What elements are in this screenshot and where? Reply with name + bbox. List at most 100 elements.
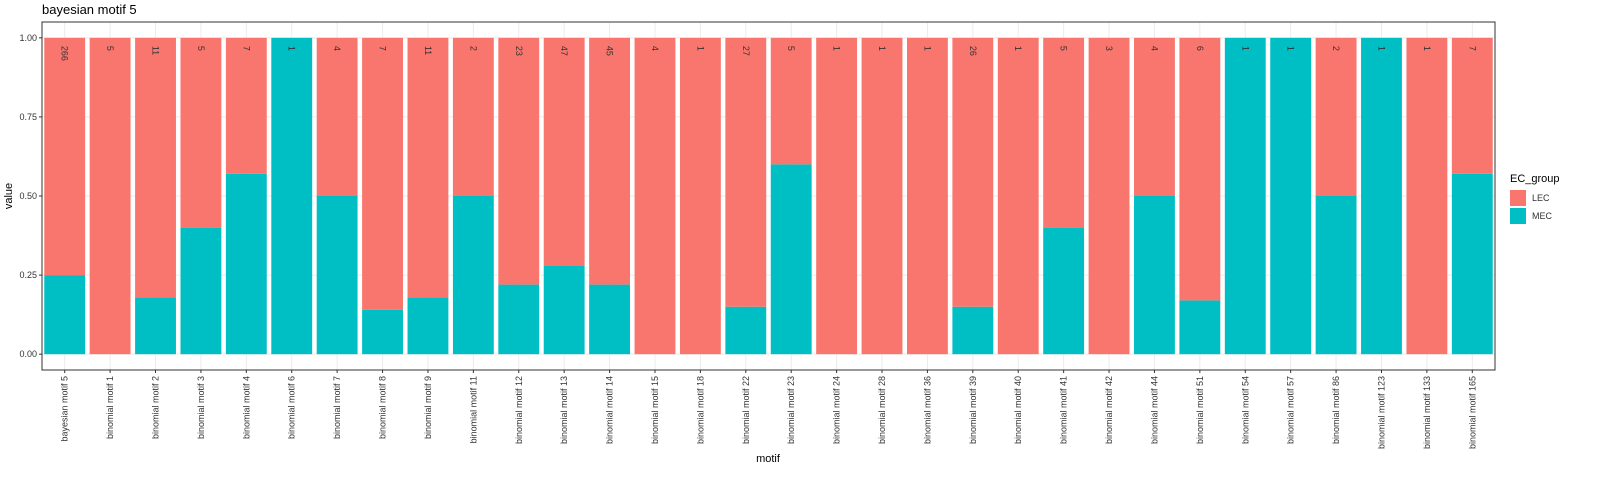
bar-segment bbox=[589, 284, 631, 355]
count-label: 27 bbox=[741, 46, 751, 56]
count-label: 1 bbox=[287, 46, 297, 51]
count-label: 7 bbox=[1467, 46, 1477, 51]
count-label: 1 bbox=[1240, 46, 1250, 51]
bar-segment bbox=[679, 37, 721, 355]
bar-segment bbox=[952, 306, 994, 355]
count-label: 5 bbox=[1059, 46, 1069, 51]
bar-segment bbox=[316, 37, 358, 197]
bar-segment bbox=[770, 37, 812, 165]
legend-label: LEC bbox=[1532, 193, 1550, 203]
y-tick-label: 1.00 bbox=[19, 33, 37, 43]
bar-segment bbox=[1270, 37, 1312, 355]
x-tick-label: bayesian motif 5 bbox=[60, 376, 70, 442]
count-label: 1 bbox=[877, 46, 887, 51]
count-label: 11 bbox=[423, 46, 433, 55]
bar-segment bbox=[1088, 37, 1130, 355]
x-tick-label: binomial motif 54 bbox=[1240, 376, 1250, 444]
bar-segment bbox=[180, 37, 222, 228]
count-label: 4 bbox=[332, 46, 342, 51]
x-tick-label: binomial motif 1 bbox=[105, 376, 115, 439]
x-tick-label: binomial motif 22 bbox=[741, 376, 751, 444]
x-tick-label: binomial motif 123 bbox=[1376, 376, 1386, 449]
x-tick-label: binomial motif 3 bbox=[196, 376, 206, 439]
count-label: 7 bbox=[241, 46, 251, 51]
bar-segment bbox=[44, 37, 86, 276]
bar-segment bbox=[135, 37, 176, 298]
count-label: 4 bbox=[650, 46, 660, 51]
bar-segment bbox=[725, 37, 767, 307]
y-axis-title: value bbox=[3, 183, 15, 209]
bar-segment bbox=[725, 306, 767, 355]
bar-segment bbox=[1224, 37, 1266, 355]
bar-segment bbox=[770, 164, 812, 355]
x-tick-label: binomial motif 18 bbox=[695, 376, 705, 444]
x-axis-title: motif bbox=[756, 453, 781, 465]
bar-segment bbox=[1315, 37, 1357, 197]
count-label: 23 bbox=[514, 46, 524, 56]
x-tick-label: binomial motif 11 bbox=[468, 376, 478, 443]
bar-segment bbox=[997, 37, 1039, 355]
bar-segment bbox=[589, 37, 631, 285]
bar-segment bbox=[316, 196, 358, 355]
x-tick-label: binomial motif 86 bbox=[1331, 376, 1341, 444]
count-label: 7 bbox=[378, 46, 388, 51]
x-tick-label: binomial motif 15 bbox=[650, 376, 660, 444]
x-tick-label: binomial motif 133 bbox=[1422, 376, 1432, 449]
count-label: 4 bbox=[1149, 46, 1159, 51]
bar-segment bbox=[1451, 173, 1493, 355]
bar-segment bbox=[407, 37, 449, 298]
count-label: 3 bbox=[1104, 46, 1114, 51]
x-tick-label: binomial motif 40 bbox=[1013, 376, 1023, 444]
bar-segment bbox=[1406, 37, 1448, 355]
x-tick-label: binomial motif 41 bbox=[1059, 376, 1069, 444]
bar-segment bbox=[952, 37, 994, 307]
bar-segment bbox=[225, 37, 267, 174]
bar-segment bbox=[906, 37, 948, 355]
count-label: 1 bbox=[1013, 46, 1023, 51]
count-label: 1 bbox=[1376, 46, 1386, 51]
bar-segment bbox=[634, 37, 676, 355]
y-tick-label: 0.00 bbox=[19, 349, 37, 359]
bar-segment bbox=[135, 297, 176, 355]
bar-segment bbox=[271, 37, 313, 355]
x-tick-label: binomial motif 24 bbox=[832, 376, 842, 444]
x-tick-label: binomial motif 44 bbox=[1149, 376, 1159, 444]
bar-segment bbox=[452, 196, 494, 355]
count-label: 5 bbox=[786, 46, 796, 51]
legend-label: MEC bbox=[1532, 211, 1553, 221]
count-label: 2 bbox=[468, 46, 478, 51]
bar-segment bbox=[498, 37, 540, 285]
bar-segment bbox=[543, 37, 585, 266]
legend-title: EC_group bbox=[1510, 173, 1560, 185]
bar-segment bbox=[407, 297, 449, 355]
count-label: 1 bbox=[1422, 46, 1432, 51]
bar-segment bbox=[180, 227, 222, 355]
count-label: 26 bbox=[968, 46, 978, 56]
bar-segment bbox=[362, 37, 403, 310]
count-label: 2 bbox=[1331, 46, 1341, 51]
bar-segment bbox=[1179, 37, 1221, 301]
bar-segment bbox=[89, 37, 131, 355]
count-label: 1 bbox=[922, 46, 932, 51]
y-tick-label: 0.50 bbox=[19, 191, 37, 201]
count-label: 266 bbox=[60, 46, 70, 61]
count-label: 1 bbox=[1286, 46, 1296, 51]
x-tick-label: binomial motif 28 bbox=[877, 376, 887, 444]
count-label: 47 bbox=[559, 46, 569, 56]
count-label: 5 bbox=[196, 46, 206, 51]
bar-segment bbox=[498, 284, 540, 355]
legend-swatch bbox=[1510, 190, 1526, 206]
x-tick-label: binomial motif 7 bbox=[332, 376, 342, 439]
count-label: 5 bbox=[105, 46, 115, 51]
x-tick-label: binomial motif 23 bbox=[786, 376, 796, 444]
chart-title: bayesian motif 5 bbox=[42, 2, 137, 17]
x-tick-label: binomial motif 57 bbox=[1286, 376, 1296, 444]
y-tick-label: 0.75 bbox=[19, 112, 37, 122]
bar-segment bbox=[1451, 37, 1493, 174]
bar-segment bbox=[861, 37, 903, 355]
x-tick-label: binomial motif 8 bbox=[378, 376, 388, 439]
count-label: 45 bbox=[605, 46, 615, 56]
bar-segment bbox=[44, 275, 86, 355]
count-label: 1 bbox=[695, 46, 705, 51]
